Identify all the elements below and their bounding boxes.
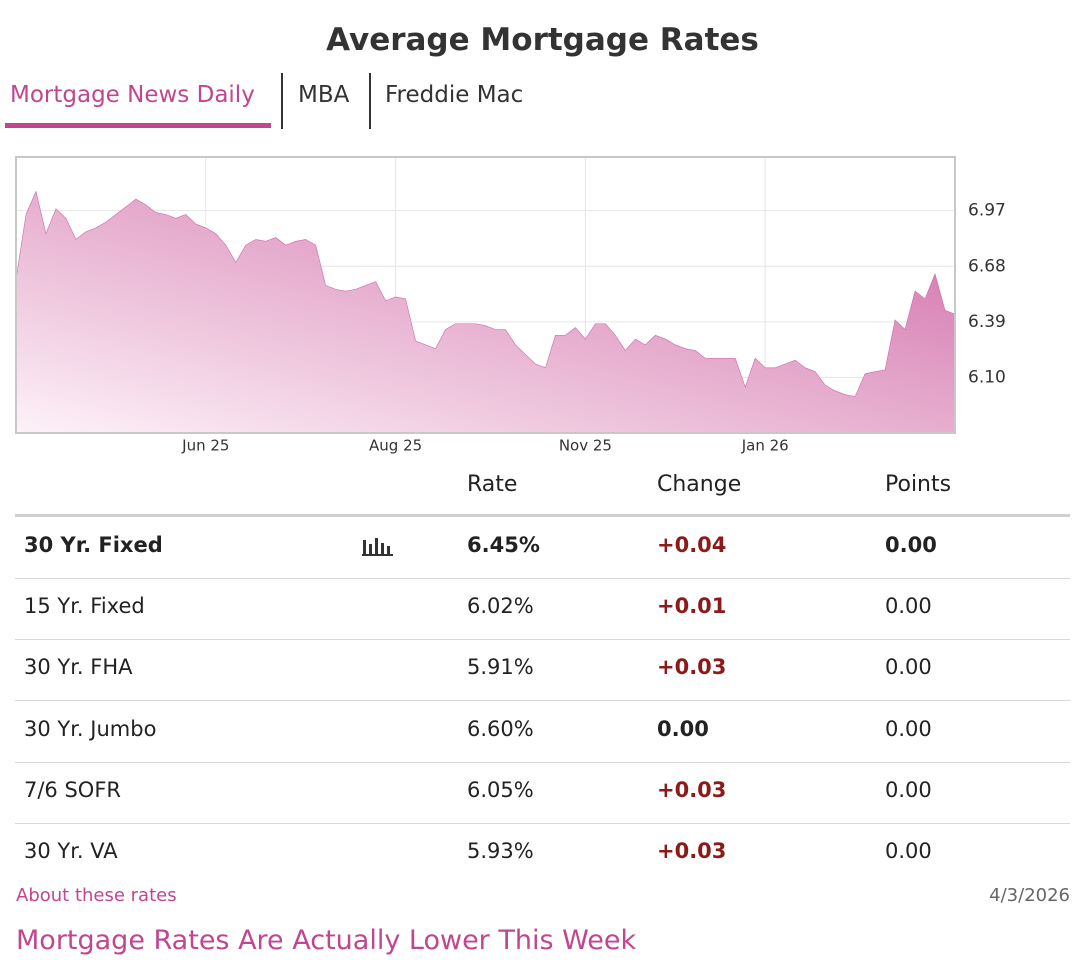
change: +0.03 [657,777,727,802]
y-tick-label: 6.97 [968,201,1006,221]
rate: 6.60% [467,716,534,741]
loan-type[interactable]: 30 Yr. VA [24,839,118,863]
change: +0.03 [657,839,727,863]
tab[interactable]: Mortgage News Daily [10,82,255,108]
rate: 6.45% [467,533,540,557]
row-divider [15,700,1070,702]
x-tick-label: Jan 26 [741,437,789,455]
loan-type[interactable]: 15 Yr. Fixed [24,594,145,619]
header-rule [15,514,1070,517]
tab[interactable]: Freddie Mac [385,82,524,108]
page-title: Average Mortgage Rates [326,22,759,58]
column-header: Rate [467,472,518,497]
column-header: Change [657,472,742,497]
column-header: Points [885,472,952,497]
row-divider [15,578,1070,579]
rate-area [15,190,956,434]
tab[interactable]: MBA [298,82,350,108]
headline-link[interactable]: Mortgage Rates Are Actually Lower This W… [16,925,637,956]
points: 0.00 [885,533,937,557]
points: 0.00 [885,594,932,619]
tab-separator [281,73,283,129]
loan-type[interactable]: 30 Yr. Jumbo [24,716,157,741]
points: 0.00 [885,839,932,863]
x-tick-label: Aug 25 [369,437,422,455]
tab-separator [369,73,371,129]
change: +0.04 [657,533,727,557]
y-tick-label: 6.68 [968,256,1006,276]
active-tab-indicator [5,123,271,128]
row-divider [15,639,1070,641]
chart: 6.10 6.39 6.68 6.97 Jun 25 Aug 25 Nov 25 Jan 26 [15,156,1006,455]
y-tick-label: 6.39 [968,312,1006,332]
rate: 5.91% [467,655,534,680]
points: 0.00 [885,716,932,741]
x-tick-label: Nov 25 [559,437,612,455]
x-tick-label: Jun 25 [181,437,229,455]
points: 0.00 [885,655,932,680]
rate: 6.02% [467,594,534,619]
loan-type[interactable]: 30 Yr. Fixed [24,533,163,557]
change: +0.03 [657,655,727,680]
change: 0.00 [657,716,709,741]
loan-type[interactable]: 7/6 SOFR [24,777,122,802]
plot-area [15,156,956,434]
change: +0.01 [657,594,727,619]
about-link[interactable]: About these rates [16,885,177,906]
rates-date: 4/3/2026 [989,885,1070,906]
row-divider [15,761,1070,763]
loan-type[interactable]: 30 Yr. FHA [24,655,133,680]
row-divider [15,822,1070,824]
chart-icon[interactable] [362,536,393,556]
points: 0.00 [885,777,932,802]
y-tick-label: 6.10 [968,367,1006,387]
rate: 6.05% [467,777,534,802]
rate: 5.93% [467,839,534,863]
